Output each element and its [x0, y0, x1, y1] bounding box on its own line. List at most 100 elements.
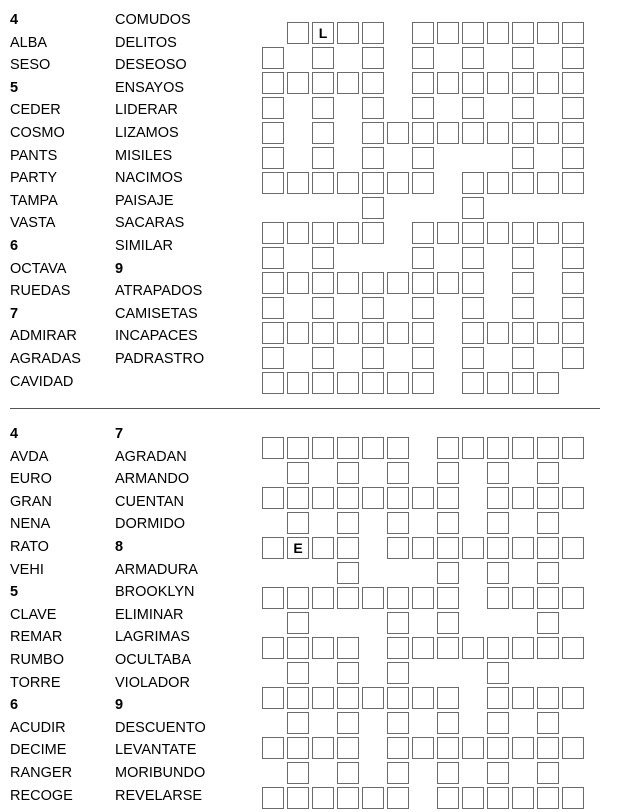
grid-cell[interactable]: [287, 762, 309, 784]
grid-cell[interactable]: [362, 372, 384, 394]
grid-cell[interactable]: [362, 687, 384, 709]
grid-cell[interactable]: [312, 47, 334, 69]
grid-cell[interactable]: [387, 712, 409, 734]
grid-cell[interactable]: [437, 512, 459, 534]
grid-cell[interactable]: [412, 172, 434, 194]
grid-cell[interactable]: [562, 687, 584, 709]
grid-cell[interactable]: [562, 347, 584, 369]
grid-cell[interactable]: [462, 172, 484, 194]
grid-cell[interactable]: [562, 322, 584, 344]
grid-cell[interactable]: [462, 322, 484, 344]
grid-cell[interactable]: [287, 787, 309, 809]
grid-cell[interactable]: [537, 462, 559, 484]
grid-cell[interactable]: [562, 22, 584, 44]
grid-cell[interactable]: [362, 172, 384, 194]
grid-cell[interactable]: [287, 72, 309, 94]
grid-cell[interactable]: [487, 172, 509, 194]
grid-cell[interactable]: [287, 487, 309, 509]
grid-cell[interactable]: [287, 22, 309, 44]
grid-cell[interactable]: [362, 272, 384, 294]
grid-cell[interactable]: [262, 537, 284, 559]
grid-cell[interactable]: [412, 347, 434, 369]
grid-cell[interactable]: [337, 687, 359, 709]
grid-cell[interactable]: [362, 197, 384, 219]
grid-cell[interactable]: [437, 437, 459, 459]
grid-cell[interactable]: [387, 687, 409, 709]
grid-cell[interactable]: [487, 222, 509, 244]
grid-cell[interactable]: [337, 222, 359, 244]
grid-cell[interactable]: [412, 687, 434, 709]
grid-cell[interactable]: [337, 737, 359, 759]
grid-cell[interactable]: [462, 222, 484, 244]
grid-cell[interactable]: [487, 737, 509, 759]
grid-cell[interactable]: [537, 372, 559, 394]
grid-cell[interactable]: [262, 122, 284, 144]
grid-cell[interactable]: [562, 147, 584, 169]
grid-cell[interactable]: [562, 97, 584, 119]
grid-cell[interactable]: [562, 487, 584, 509]
grid-cell[interactable]: [312, 122, 334, 144]
grid-cell[interactable]: [462, 372, 484, 394]
grid-cell[interactable]: [312, 487, 334, 509]
grid-cell[interactable]: [512, 322, 534, 344]
grid-cell[interactable]: [462, 47, 484, 69]
grid-cell[interactable]: [562, 537, 584, 559]
grid-cell[interactable]: [487, 587, 509, 609]
grid-cell[interactable]: [312, 737, 334, 759]
grid-cell[interactable]: [337, 587, 359, 609]
grid-cell[interactable]: [437, 487, 459, 509]
grid-cell[interactable]: [462, 272, 484, 294]
grid-cell[interactable]: [512, 172, 534, 194]
grid-cell[interactable]: [387, 537, 409, 559]
grid-cell[interactable]: [287, 272, 309, 294]
grid-cell[interactable]: [262, 72, 284, 94]
grid-cell[interactable]: [412, 222, 434, 244]
grid-cell[interactable]: [537, 72, 559, 94]
grid-cell[interactable]: [537, 787, 559, 809]
grid-cell[interactable]: [437, 462, 459, 484]
grid-cell[interactable]: [487, 462, 509, 484]
grid-cell[interactable]: [312, 97, 334, 119]
grid-cell[interactable]: [512, 437, 534, 459]
grid-cell[interactable]: [362, 437, 384, 459]
grid-cell[interactable]: [537, 172, 559, 194]
grid-cell[interactable]: [262, 97, 284, 119]
grid-cell[interactable]: [262, 147, 284, 169]
grid-cell[interactable]: [487, 637, 509, 659]
grid-cell[interactable]: [437, 272, 459, 294]
grid-cell[interactable]: E: [287, 537, 309, 559]
grid-cell[interactable]: [337, 637, 359, 659]
grid-cell[interactable]: [262, 272, 284, 294]
grid-cell[interactable]: [287, 322, 309, 344]
grid-cell[interactable]: [312, 322, 334, 344]
grid-cell[interactable]: [287, 437, 309, 459]
grid-cell[interactable]: [562, 437, 584, 459]
grid-cell[interactable]: [462, 737, 484, 759]
grid-cell[interactable]: [537, 322, 559, 344]
grid-cell[interactable]: [412, 247, 434, 269]
grid-cell[interactable]: [412, 737, 434, 759]
grid-cell[interactable]: [337, 662, 359, 684]
grid-cell[interactable]: [537, 222, 559, 244]
grid-cell[interactable]: [437, 537, 459, 559]
grid-cell[interactable]: [562, 47, 584, 69]
grid-cell[interactable]: [487, 712, 509, 734]
grid-cell[interactable]: [262, 47, 284, 69]
grid-cell[interactable]: [562, 587, 584, 609]
grid-cell[interactable]: [462, 247, 484, 269]
grid-cell[interactable]: [487, 562, 509, 584]
grid-cell[interactable]: [337, 322, 359, 344]
grid-cell[interactable]: [437, 72, 459, 94]
grid-cell[interactable]: [312, 147, 334, 169]
grid-cell[interactable]: [462, 97, 484, 119]
grid-cell[interactable]: [387, 372, 409, 394]
grid-cell[interactable]: [337, 437, 359, 459]
grid-cell[interactable]: [537, 762, 559, 784]
grid-cell[interactable]: [462, 22, 484, 44]
grid-cell[interactable]: [262, 172, 284, 194]
grid-cell[interactable]: [512, 122, 534, 144]
grid-cell[interactable]: [562, 297, 584, 319]
grid-cell[interactable]: [512, 787, 534, 809]
grid-cell[interactable]: [287, 372, 309, 394]
grid-cell[interactable]: [262, 297, 284, 319]
